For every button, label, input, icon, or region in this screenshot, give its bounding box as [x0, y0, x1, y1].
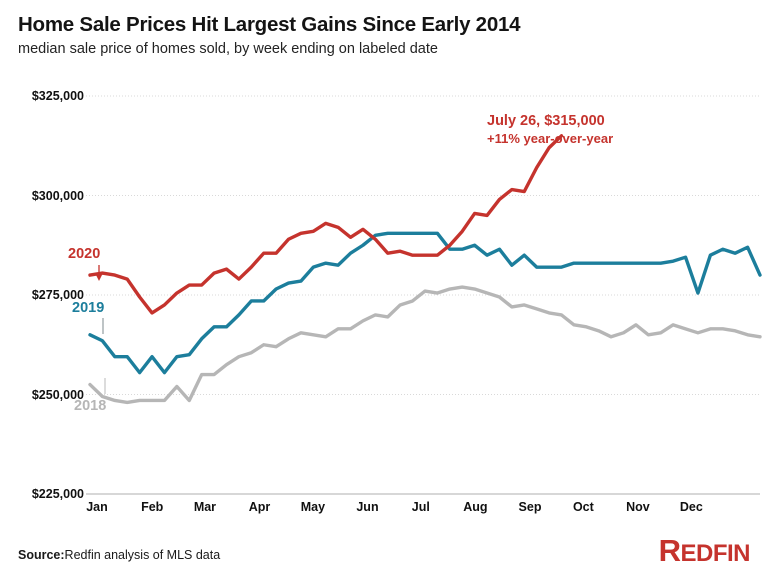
annotation-value: July 26, $315,000 — [487, 113, 605, 129]
annotation-change: +11% year-over-year — [487, 131, 614, 146]
data-annotation: July 26, $315,000 +11% year-over-year — [487, 112, 613, 147]
x-tick-label-dec: Dec — [679, 500, 703, 514]
footer-source: Source:Redfin analysis of MLS data — [18, 548, 220, 562]
source-label: Source: — [18, 548, 65, 562]
x-tick-label-jun: Jun — [356, 500, 379, 514]
series-label-2018: 2018 — [74, 398, 107, 414]
y-tick-label: $250,000 — [31, 387, 84, 402]
x-tick-label-apr: Apr — [248, 500, 271, 514]
series-line-2020 — [88, 134, 564, 315]
y-tick-label: $300,000 — [31, 188, 84, 203]
x-tick-label-jan: Jan — [86, 500, 108, 514]
y-tick-label: $275,000 — [31, 288, 84, 302]
series-line-2019 — [88, 231, 762, 375]
label-leader-lines — [95, 265, 106, 394]
y-tick-label: $325,000 — [31, 89, 84, 103]
redfin-logo: REDFIN — [658, 533, 751, 571]
x-tick-label-nov: Nov — [626, 500, 650, 514]
logo-rest: EDFIN — [680, 540, 751, 567]
y-tick-label: $225,000 — [31, 487, 84, 501]
x-tick-label-oct: Oct — [572, 500, 594, 514]
x-tick-label-feb: Feb — [141, 500, 164, 514]
source-text: Redfin analysis of MLS data — [64, 548, 221, 562]
x-tick-label-sep: Sep — [518, 500, 542, 514]
series-label-2020: 2020 — [68, 246, 101, 262]
series-label-2019: 2019 — [72, 300, 105, 316]
page-title: Home Sale Prices Hit Largest Gains Since… — [18, 13, 521, 36]
x-tick-label-jul: Jul — [411, 500, 430, 514]
x-tick-label-may: May — [300, 500, 326, 514]
x-tick-label-aug: Aug — [463, 500, 488, 514]
series-line-2018 — [88, 285, 762, 405]
leader-arrowhead-icon — [95, 274, 103, 281]
y-axis: $325,000 $300,000 $275,000 $250,000 $225,000 — [6, 0, 84, 576]
chart-header: Home Sale Prices Hit Largest Gains Since… — [18, 12, 748, 59]
logo-initial: R — [658, 533, 681, 568]
x-tick-label-mar: Mar — [193, 500, 217, 514]
series-lines — [88, 134, 762, 405]
chart-subtitle: median sale price of homes sold, by week… — [18, 41, 438, 57]
